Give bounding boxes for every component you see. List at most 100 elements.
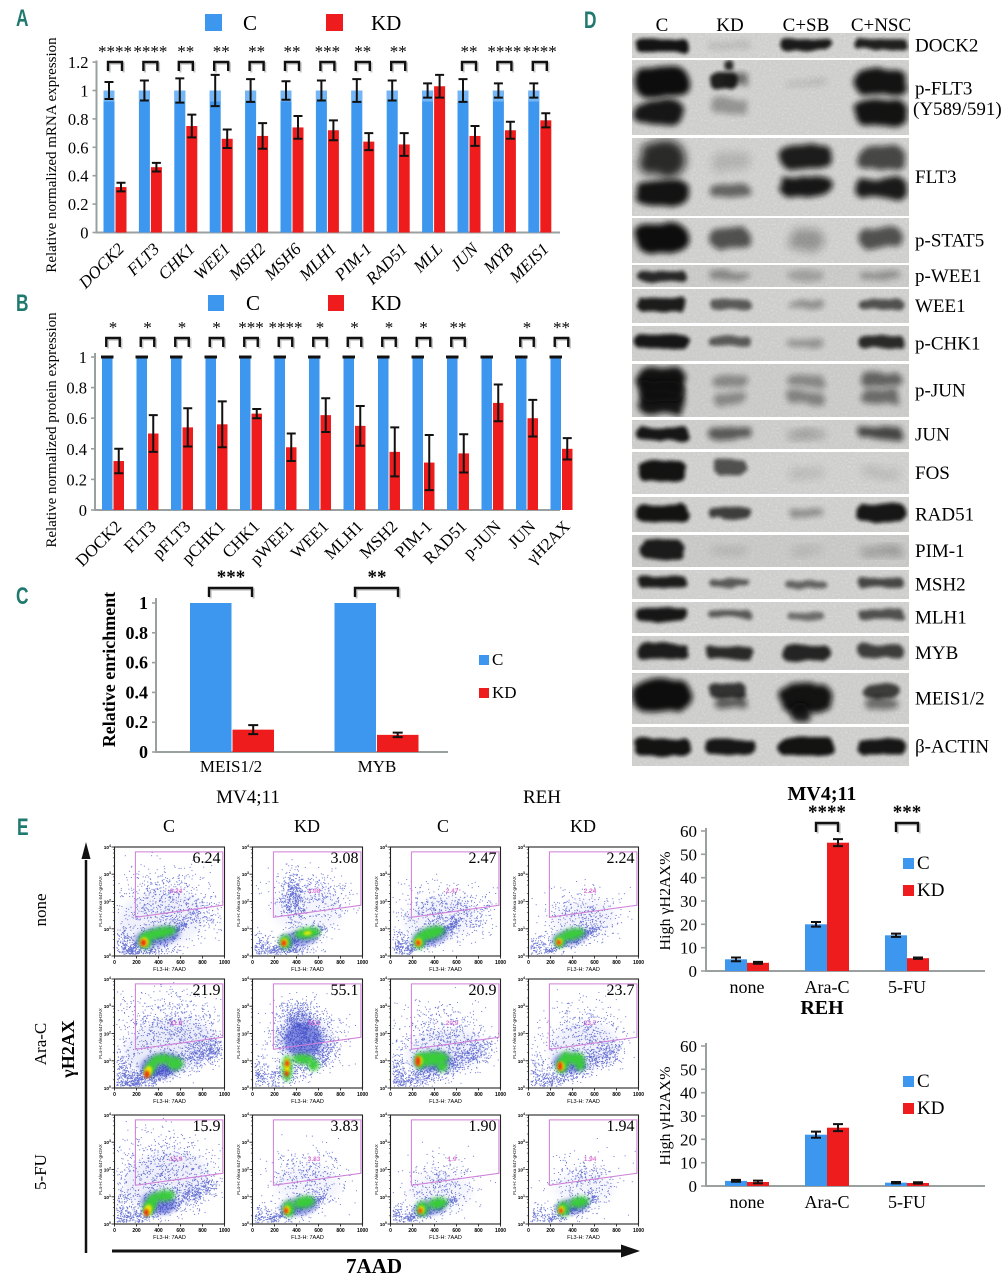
svg-text:55.1: 55.1 xyxy=(308,1020,321,1027)
svg-text:1.94: 1.94 xyxy=(607,1118,635,1135)
svg-text:MYB: MYB xyxy=(915,643,958,664)
svg-text:REH: REH xyxy=(800,997,844,1019)
svg-text:200: 200 xyxy=(270,1228,279,1234)
svg-text:1: 1 xyxy=(139,593,148,613)
svg-text:0.4: 0.4 xyxy=(68,167,89,186)
svg-text:102: 102 xyxy=(380,1167,387,1174)
svg-text:102: 102 xyxy=(380,899,387,906)
svg-text:β-ACTIN: β-ACTIN xyxy=(915,737,989,758)
svg-text:104: 104 xyxy=(380,976,387,983)
svg-text:****: **** xyxy=(98,42,132,61)
svg-text:Relative enrichment: Relative enrichment xyxy=(99,592,119,747)
svg-text:0: 0 xyxy=(113,1092,116,1098)
svg-text:2.47: 2.47 xyxy=(446,888,459,895)
svg-text:103: 103 xyxy=(518,871,525,878)
svg-text:102: 102 xyxy=(104,1167,111,1174)
svg-text:FL4-H: Alexa 647-gH2AX: FL4-H: Alexa 647-gH2AX xyxy=(236,1144,241,1195)
svg-text:200: 200 xyxy=(270,960,279,966)
svg-text:102: 102 xyxy=(380,1031,387,1038)
svg-text:0: 0 xyxy=(389,1228,392,1234)
svg-text:20.9: 20.9 xyxy=(446,1020,459,1027)
svg-text:KD: KD xyxy=(917,880,944,901)
svg-text:800: 800 xyxy=(336,1228,345,1234)
svg-text:****: **** xyxy=(487,42,521,61)
svg-text:C: C xyxy=(246,291,260,315)
svg-text:200: 200 xyxy=(132,1092,141,1098)
svg-text:***: *** xyxy=(315,42,341,61)
svg-text:1.9: 1.9 xyxy=(448,1156,457,1163)
svg-text:0: 0 xyxy=(527,1228,530,1234)
svg-text:100: 100 xyxy=(104,1221,111,1228)
svg-text:*: * xyxy=(523,318,532,337)
svg-text:****: **** xyxy=(269,318,303,337)
svg-text:*: * xyxy=(419,318,428,337)
svg-text:50: 50 xyxy=(680,845,697,864)
svg-text:104: 104 xyxy=(104,1112,111,1119)
svg-text:103: 103 xyxy=(242,1139,249,1146)
svg-text:MLH1: MLH1 xyxy=(321,517,367,563)
svg-text:800: 800 xyxy=(198,1228,207,1234)
svg-text:FL3-H: 7AAD: FL3-H: 7AAD xyxy=(153,1099,186,1105)
svg-text:1.94: 1.94 xyxy=(584,1156,597,1163)
svg-text:1000: 1000 xyxy=(495,960,506,966)
svg-text:100: 100 xyxy=(380,1085,387,1092)
svg-text:101: 101 xyxy=(104,1058,111,1065)
svg-text:MV4;11: MV4;11 xyxy=(788,783,857,805)
svg-text:****: **** xyxy=(808,802,846,823)
svg-text:FL4-H: Alexa 647-gH2AX: FL4-H: Alexa 647-gH2AX xyxy=(98,876,103,927)
svg-text:200: 200 xyxy=(132,1228,141,1234)
svg-text:21.9: 21.9 xyxy=(193,982,221,999)
svg-text:400: 400 xyxy=(430,960,439,966)
svg-text:400: 400 xyxy=(154,1092,163,1098)
svg-text:100: 100 xyxy=(380,953,387,960)
svg-text:60: 60 xyxy=(680,1037,697,1056)
svg-text:****: **** xyxy=(523,42,557,61)
svg-text:30: 30 xyxy=(680,1107,697,1126)
svg-text:0: 0 xyxy=(389,960,392,966)
svg-text:1.90: 1.90 xyxy=(469,1118,497,1135)
svg-text:100: 100 xyxy=(518,1085,525,1092)
svg-text:FL4-H: Alexa 647-gH2AX: FL4-H: Alexa 647-gH2AX xyxy=(512,876,517,927)
svg-text:FL3-H: 7AAD: FL3-H: 7AAD xyxy=(567,1099,600,1105)
svg-text:MLH1: MLH1 xyxy=(915,608,967,629)
svg-text:102: 102 xyxy=(242,1167,249,1174)
svg-text:**: ** xyxy=(354,42,371,61)
svg-text:6.24: 6.24 xyxy=(193,850,221,867)
svg-text:***: *** xyxy=(238,318,264,337)
svg-text:600: 600 xyxy=(314,960,323,966)
svg-text:**: ** xyxy=(284,42,301,61)
svg-text:1000: 1000 xyxy=(219,1228,230,1234)
svg-text:MSH2: MSH2 xyxy=(915,575,966,596)
svg-text:*: * xyxy=(350,318,359,337)
svg-text:FL3-H: 7AAD: FL3-H: 7AAD xyxy=(291,967,324,973)
svg-text:0.6: 0.6 xyxy=(126,653,149,673)
svg-text:5-FU: 5-FU xyxy=(888,977,926,997)
svg-text:1000: 1000 xyxy=(357,960,368,966)
svg-text:800: 800 xyxy=(474,1092,483,1098)
svg-text:400: 400 xyxy=(292,1228,301,1234)
svg-text:400: 400 xyxy=(568,1228,577,1234)
svg-text:200: 200 xyxy=(408,960,417,966)
svg-text:600: 600 xyxy=(590,1092,599,1098)
svg-text:102: 102 xyxy=(104,899,111,906)
svg-text:400: 400 xyxy=(568,960,577,966)
svg-text:C: C xyxy=(163,816,175,836)
svg-text:0.6: 0.6 xyxy=(68,138,89,157)
svg-text:FL4-H: Alexa 647-gH2AX: FL4-H: Alexa 647-gH2AX xyxy=(236,876,241,927)
svg-text:3.08: 3.08 xyxy=(308,888,321,895)
svg-text:1000: 1000 xyxy=(495,1228,506,1234)
svg-text:600: 600 xyxy=(452,1228,461,1234)
svg-text:MEIS1/2: MEIS1/2 xyxy=(915,689,985,710)
svg-text:101: 101 xyxy=(242,926,249,933)
svg-text:100: 100 xyxy=(380,1221,387,1228)
svg-text:600: 600 xyxy=(590,1228,599,1234)
svg-text:40: 40 xyxy=(680,1084,697,1103)
svg-text:0: 0 xyxy=(79,501,87,520)
svg-text:FOS: FOS xyxy=(915,463,950,484)
svg-text:0.8: 0.8 xyxy=(66,379,87,398)
svg-text:800: 800 xyxy=(612,1228,621,1234)
svg-text:200: 200 xyxy=(270,1092,279,1098)
svg-text:KD: KD xyxy=(917,1098,944,1119)
svg-text:104: 104 xyxy=(242,976,249,983)
svg-text:20: 20 xyxy=(680,1130,697,1149)
